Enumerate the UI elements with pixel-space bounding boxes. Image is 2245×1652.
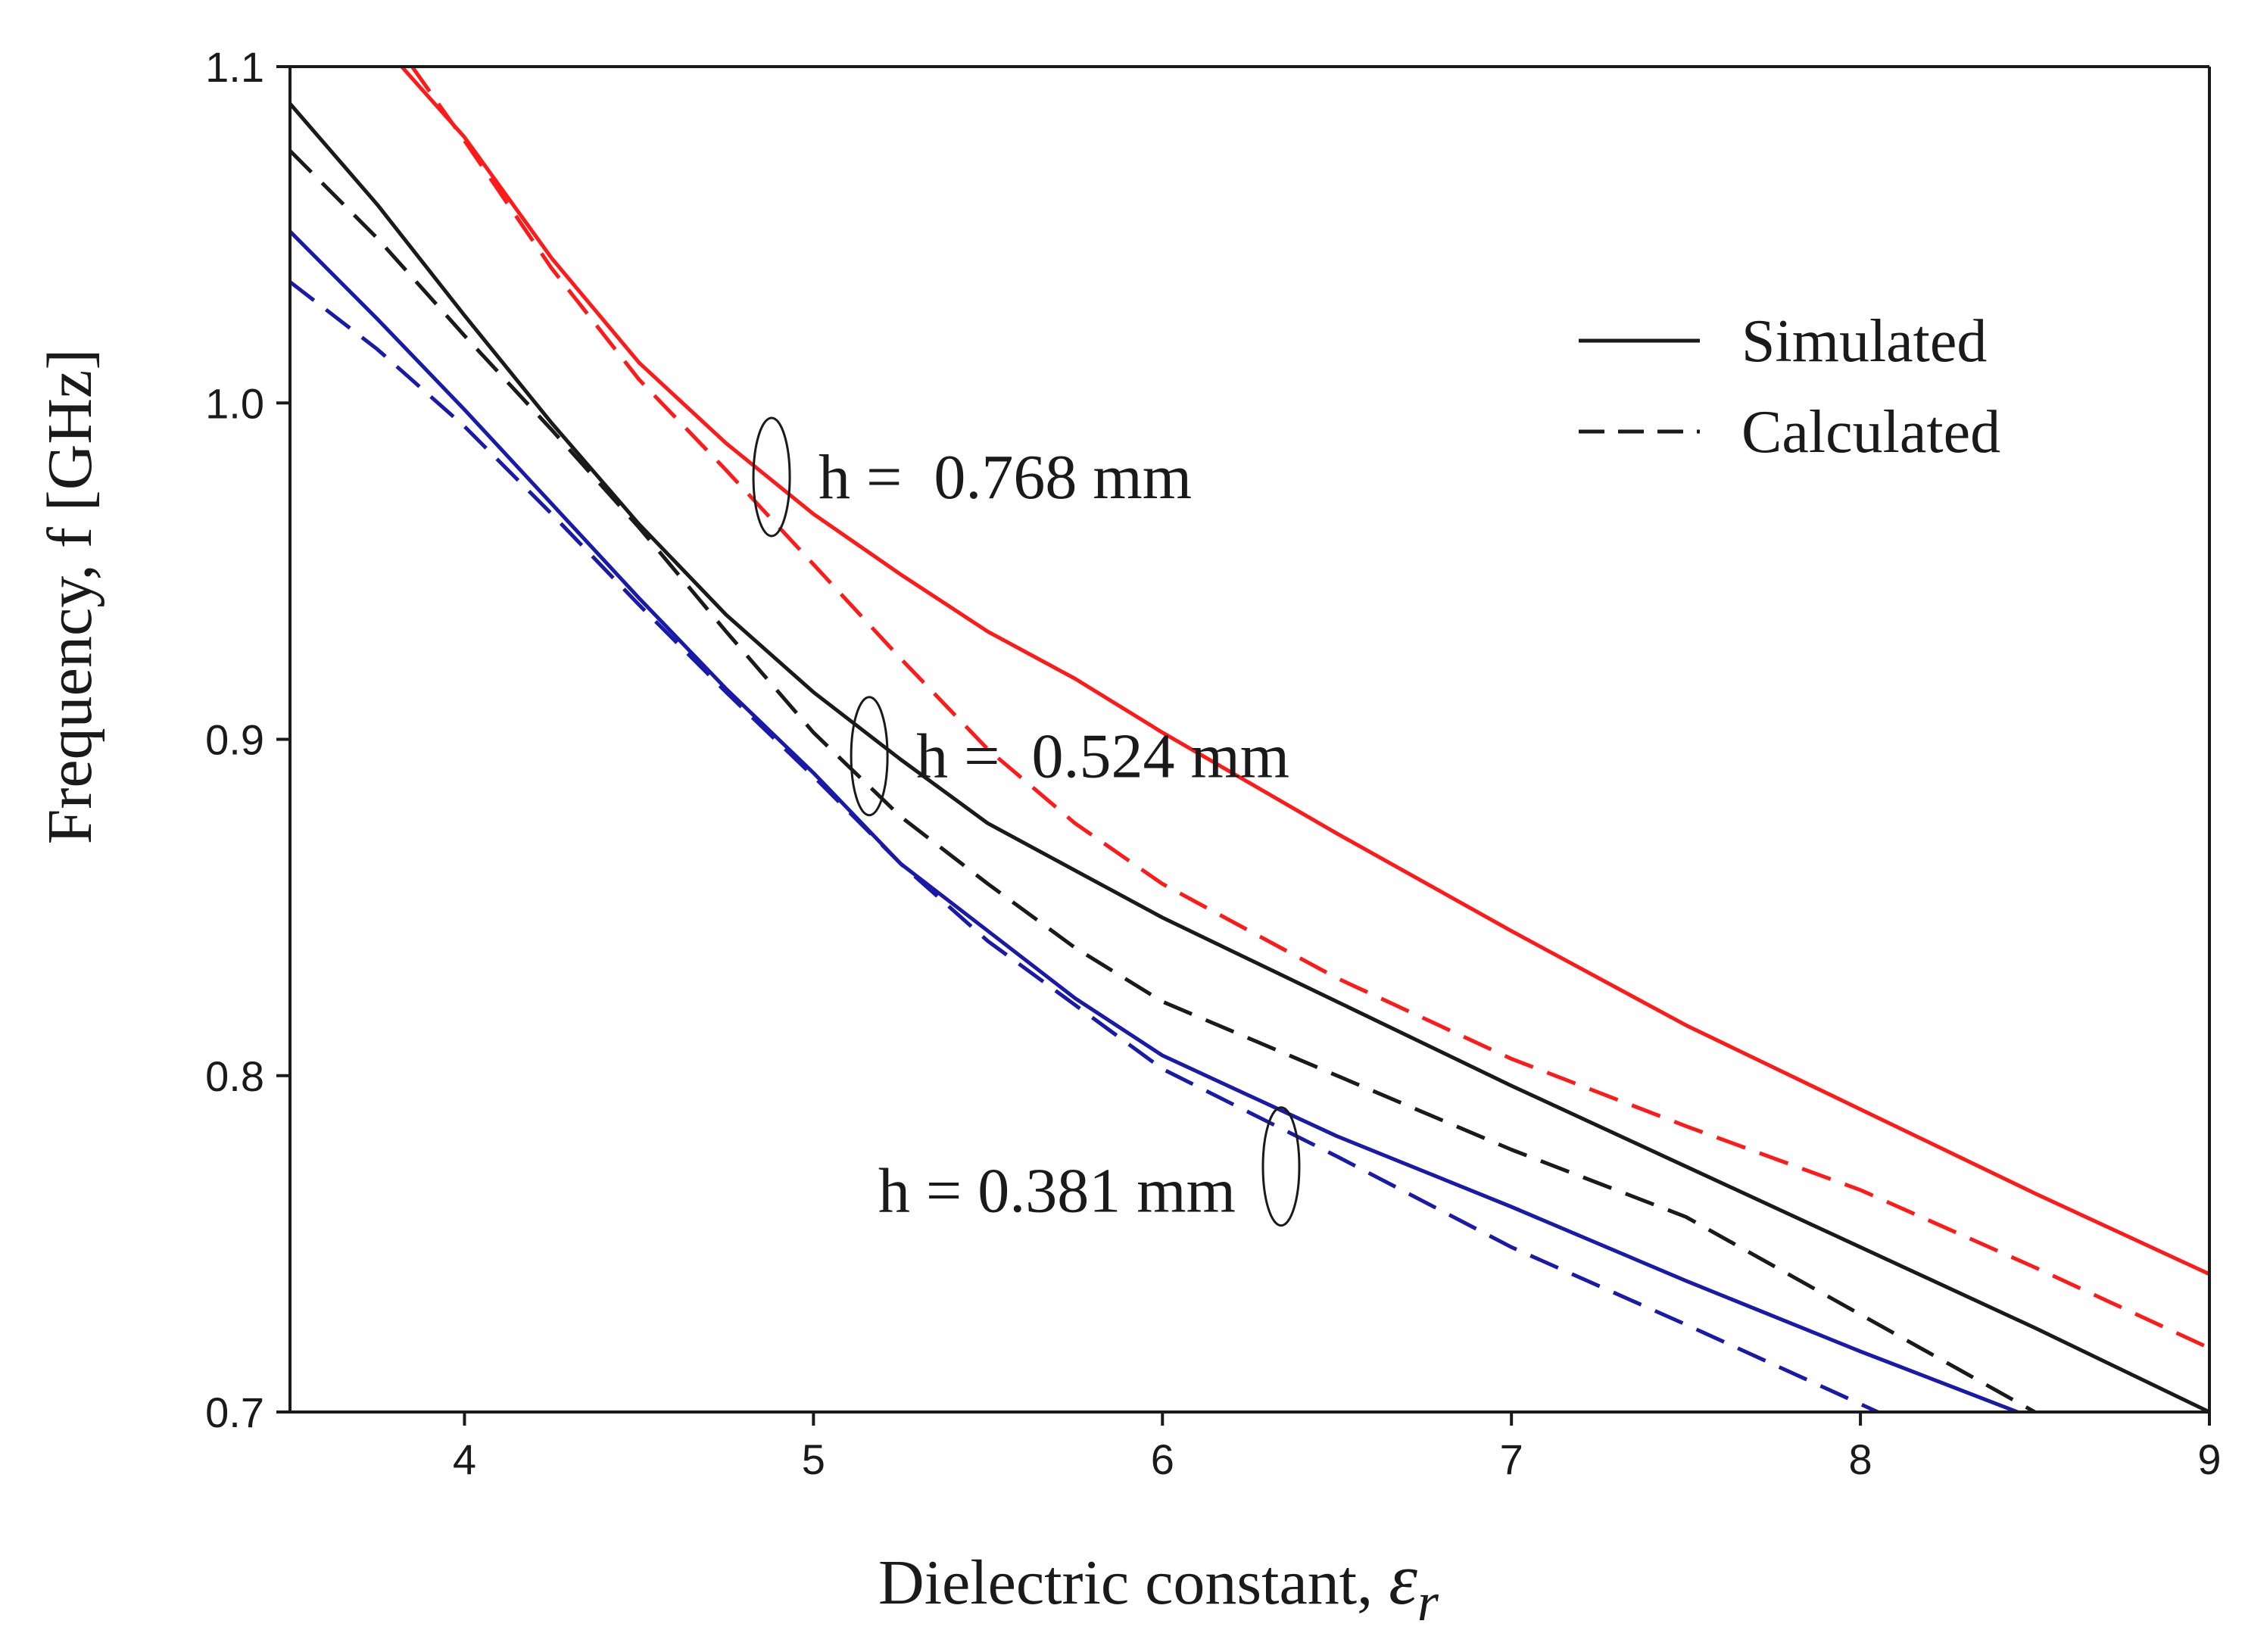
x-axis-title-subscript: r — [1417, 1572, 1439, 1632]
x-tick-label: 6 — [1151, 1435, 1174, 1483]
y-axis-title: Frequency, f [GHz] — [35, 349, 105, 845]
series-line-simulated-h-0-524-mm — [290, 102, 2209, 1412]
legend-label-simulated: Simulated — [1741, 308, 1987, 375]
series-line-calculated-h-0-524-mm — [290, 149, 2036, 1412]
y-tick-label: 0.8 — [205, 1052, 264, 1100]
x-tick-label: 5 — [802, 1435, 825, 1483]
y-tick-label: 0.9 — [205, 716, 264, 764]
annotation-layer: h = 0.768 mm h = 0.524 mm h = 0.381 mm — [752, 416, 1301, 1227]
axes-layer: 4 5 6 7 8 9 0.7 0.8 0.9 1.0 1.1 — [205, 43, 2221, 1483]
y-tick-label: 1.0 — [205, 379, 264, 427]
series-line-simulated-h-0-381-mm — [290, 229, 2019, 1412]
series-layer — [290, 67, 2209, 1412]
x-tick-label: 9 — [2197, 1435, 2221, 1483]
series-line-simulated-h-0-768-mm — [400, 67, 2209, 1276]
annotation-ellipse-2 — [850, 696, 889, 817]
annotation-label-1: h = 0.768 mm — [818, 442, 1192, 513]
series-line-calculated-h-0-381-mm — [290, 280, 1879, 1412]
annotation-label-3: h = 0.381 mm — [878, 1156, 1236, 1227]
x-tick-label: 8 — [1849, 1435, 1872, 1483]
x-tick-label: 4 — [453, 1435, 476, 1483]
y-tick-label: 1.1 — [205, 43, 264, 91]
legend: Simulated Calculated — [1579, 308, 2000, 466]
annotation-ellipse-3 — [1261, 1106, 1301, 1227]
x-tick-label: 7 — [1500, 1435, 1523, 1483]
series-line-calculated-h-0-768-mm — [410, 67, 2209, 1350]
annotation-label-2: h = 0.524 mm — [916, 722, 1289, 792]
annotation-ellipse-1 — [752, 416, 791, 538]
x-axis-title: Dielectric constant, εr — [878, 1538, 1439, 1632]
y-tick-label: 0.7 — [205, 1389, 264, 1436]
x-axis-title-symbol: ε — [1389, 1538, 1417, 1619]
x-axis-title-text: Dielectric constant, — [878, 1548, 1389, 1618]
legend-label-calculated: Calculated — [1741, 399, 2000, 466]
